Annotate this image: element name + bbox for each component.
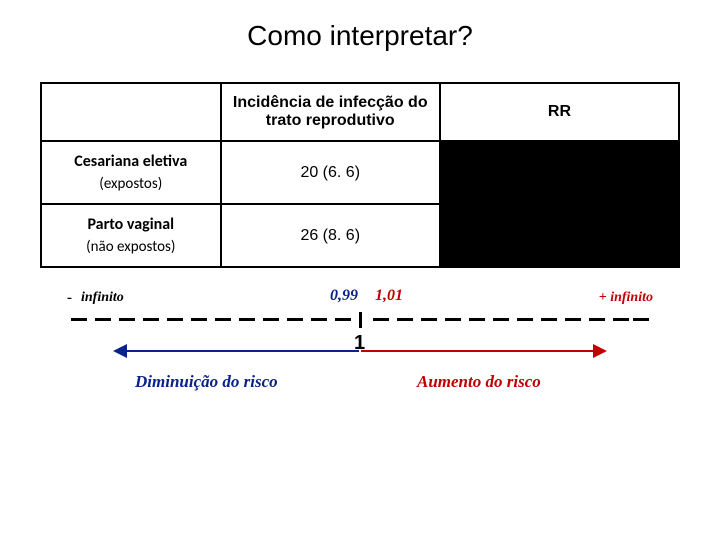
row-label-vaginal: Parto vaginal (não expostos)	[41, 204, 221, 267]
label-sub: (não expostos)	[50, 238, 212, 256]
risk-increase-label: Aumento do risco	[417, 372, 541, 392]
label-sub: (expostos)	[50, 175, 212, 193]
table-row: Cesariana eletiva (expostos) 20 (6. 6)	[41, 141, 679, 204]
label-main: Parto vaginal	[87, 215, 174, 234]
arrow-line-decrease	[125, 350, 359, 352]
arrow-line-increase	[361, 350, 595, 352]
table-header-row: Incidência de infecção do trato reprodut…	[41, 83, 679, 141]
minus-sign: -	[67, 290, 72, 307]
center-tick	[359, 312, 362, 328]
header-empty	[41, 83, 221, 141]
threshold-101: 1,01	[375, 287, 403, 305]
threshold-099: 0,99	[330, 287, 358, 305]
incidence-value: 26 (8. 6)	[221, 204, 440, 267]
label-main: Cesariana eletiva	[74, 152, 187, 171]
comparison-table: Incidência de infecção do trato reprodut…	[40, 82, 680, 268]
header-rr: RR	[440, 83, 679, 141]
rr-interpretation-diagram: - infinito 0,99 1,01 + infinito 1 Diminu…	[65, 290, 655, 420]
neg-infinity-label: infinito	[81, 290, 124, 306]
incidence-value: 20 (6. 6)	[221, 141, 440, 204]
risk-decrease-label: Diminuição do risco	[135, 372, 278, 392]
rr-hidden-cell	[440, 141, 679, 267]
page-title: Como interpretar?	[20, 20, 700, 52]
row-label-cesariana: Cesariana eletiva (expostos)	[41, 141, 221, 204]
arrow-right-icon	[593, 344, 607, 358]
pos-infinity-label: + infinito	[599, 290, 653, 306]
arrow-left-icon	[113, 344, 127, 358]
header-incidence: Incidência de infecção do trato reprodut…	[221, 83, 440, 141]
